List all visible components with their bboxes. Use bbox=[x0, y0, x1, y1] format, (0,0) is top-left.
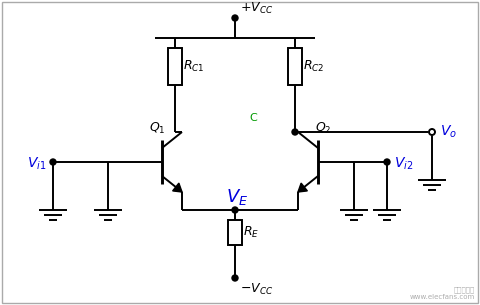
Text: $Q_1$: $Q_1$ bbox=[149, 120, 165, 135]
Text: $R_{C1}$: $R_{C1}$ bbox=[183, 59, 204, 74]
Text: $-V_{CC}$: $-V_{CC}$ bbox=[240, 282, 273, 297]
Circle shape bbox=[50, 159, 56, 165]
Text: $V_E$: $V_E$ bbox=[226, 187, 248, 207]
Text: $V_{i2}$: $V_{i2}$ bbox=[394, 156, 413, 172]
Circle shape bbox=[232, 15, 238, 21]
Text: $+V_{CC}$: $+V_{CC}$ bbox=[240, 1, 273, 16]
Bar bbox=[288, 48, 302, 85]
Polygon shape bbox=[298, 183, 307, 192]
Text: $R_E$: $R_E$ bbox=[243, 224, 259, 239]
Circle shape bbox=[292, 129, 298, 135]
Circle shape bbox=[232, 275, 238, 281]
Polygon shape bbox=[173, 183, 182, 192]
Text: $R_{C2}$: $R_{C2}$ bbox=[303, 59, 324, 74]
Text: 电子发烧友
www.elecfans.com: 电子发烧友 www.elecfans.com bbox=[410, 286, 475, 300]
Circle shape bbox=[384, 159, 390, 165]
Circle shape bbox=[429, 129, 435, 135]
Text: C: C bbox=[249, 113, 257, 123]
Circle shape bbox=[232, 207, 238, 213]
Text: $V_{i1}$: $V_{i1}$ bbox=[26, 156, 46, 172]
Bar bbox=[228, 220, 242, 245]
Bar bbox=[168, 48, 182, 85]
Text: $V_o$: $V_o$ bbox=[440, 124, 457, 140]
Text: $Q_2$: $Q_2$ bbox=[315, 120, 331, 135]
